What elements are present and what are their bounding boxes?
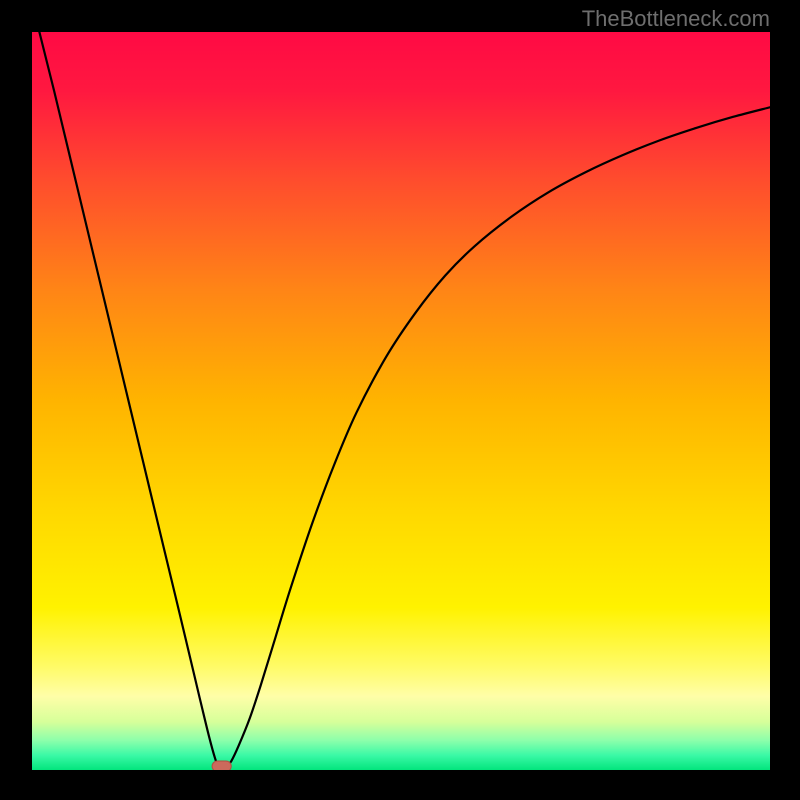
curve-layer <box>32 32 770 770</box>
plot-area <box>32 32 770 770</box>
watermark-text: TheBottleneck.com <box>582 6 770 32</box>
optimal-marker <box>212 761 231 770</box>
chart-container: TheBottleneck.com <box>0 0 800 800</box>
bottleneck-curve <box>39 32 770 769</box>
